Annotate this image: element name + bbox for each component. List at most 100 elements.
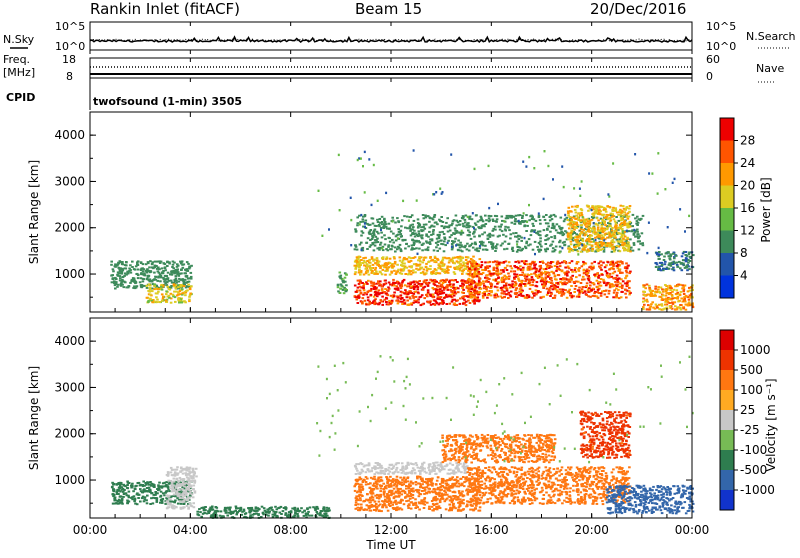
power-colorbar-swatch: [720, 231, 734, 254]
power-cell: [577, 243, 580, 245]
power-cell: [421, 249, 424, 251]
power-cell: [633, 229, 635, 231]
power-cell: [397, 234, 400, 236]
velocity-cell: [186, 487, 189, 489]
power-cell: [445, 279, 448, 281]
power-cell: [400, 235, 403, 237]
power-cell: [177, 298, 180, 300]
velocity-cell: [307, 511, 310, 513]
power-cell: [580, 282, 583, 284]
power-cell: [676, 264, 679, 266]
power-cell: [487, 238, 490, 240]
power-cell: [364, 292, 367, 294]
power-cell: [656, 291, 659, 293]
velocity-cell: [152, 502, 155, 504]
power-cell: [490, 283, 493, 285]
power-cell: [530, 273, 533, 275]
power-cell: [657, 152, 659, 154]
power-cell: [674, 178, 676, 180]
power-cell: [512, 232, 515, 234]
power-cell: [417, 218, 420, 220]
power-cell: [526, 296, 529, 298]
power-cell: [479, 247, 482, 249]
power-cell: [504, 226, 507, 228]
power-cell: [491, 246, 494, 248]
power-cell: [580, 227, 583, 229]
power-cell: [651, 290, 654, 292]
power-cell: [413, 263, 416, 265]
power-cell: [487, 270, 490, 272]
power-cell: [520, 237, 523, 239]
power-cell: [437, 244, 440, 246]
velocity-cell: [116, 500, 119, 502]
power-cell: [377, 264, 380, 266]
power-cell: [566, 297, 569, 299]
power-cell: [543, 198, 545, 200]
power-cell: [422, 289, 425, 291]
power-cell: [550, 262, 553, 264]
power-cell: [134, 287, 137, 289]
power-cell: [470, 285, 473, 287]
power-cell: [388, 237, 391, 239]
power-cell: [569, 281, 572, 283]
power-cell: [563, 292, 566, 294]
power-cell: [619, 260, 622, 262]
power-cell: [432, 296, 435, 298]
velocity-cell: [153, 484, 156, 486]
power-cell: [539, 269, 542, 271]
power-cell: [339, 209, 341, 211]
power-cell: [622, 238, 625, 240]
power-cell: [441, 265, 444, 267]
power-cell: [145, 263, 148, 265]
power-cell: [354, 265, 357, 267]
power-cell: [379, 267, 382, 269]
power-cell: [568, 207, 571, 209]
power-cell: [439, 272, 442, 274]
velocity-cell: [126, 502, 129, 504]
power-cell: [117, 284, 120, 286]
power-cell: [161, 267, 164, 269]
power-cell: [446, 303, 449, 305]
power-cell: [526, 225, 529, 227]
power-cell: [366, 260, 369, 262]
velocity-cell: [173, 494, 176, 496]
power-cell: [498, 262, 501, 264]
power-cell: [440, 216, 443, 218]
velocity-cell: [156, 499, 159, 501]
velocity-cell: [286, 515, 289, 517]
power-cell: [644, 287, 647, 289]
velocity-cell: [186, 480, 189, 482]
velocity-cell: [192, 502, 195, 504]
power-cell: [611, 240, 614, 242]
power-cell: [397, 269, 400, 271]
power-cell: [411, 224, 414, 226]
power-cell: [501, 220, 504, 222]
power-cell: [619, 286, 622, 288]
power-cell: [454, 227, 457, 229]
power-cell: [559, 232, 562, 234]
power-cell: [516, 251, 519, 253]
power-cell: [404, 227, 407, 229]
power-cell: [599, 213, 602, 215]
power-cell: [658, 296, 661, 298]
velocity-cell: [183, 503, 186, 505]
power-cell: [446, 217, 449, 219]
power-cell: [393, 292, 396, 294]
power-cell: [621, 225, 624, 227]
power-cell: [595, 210, 598, 212]
power-cell: [434, 214, 437, 216]
power-cell: [168, 261, 171, 263]
power-cell: [468, 250, 471, 252]
power-cell: [373, 249, 376, 251]
velocity-cell: [159, 496, 162, 498]
velocity-cell: [142, 484, 145, 486]
velocity-cell: [195, 475, 198, 477]
power-cell: [575, 281, 578, 283]
power-cell: [629, 205, 632, 207]
power-cell: [580, 251, 583, 253]
power-cell: [386, 256, 389, 258]
power-cell: [350, 244, 352, 246]
power-cell: [468, 287, 471, 289]
power-cell: [386, 298, 389, 300]
